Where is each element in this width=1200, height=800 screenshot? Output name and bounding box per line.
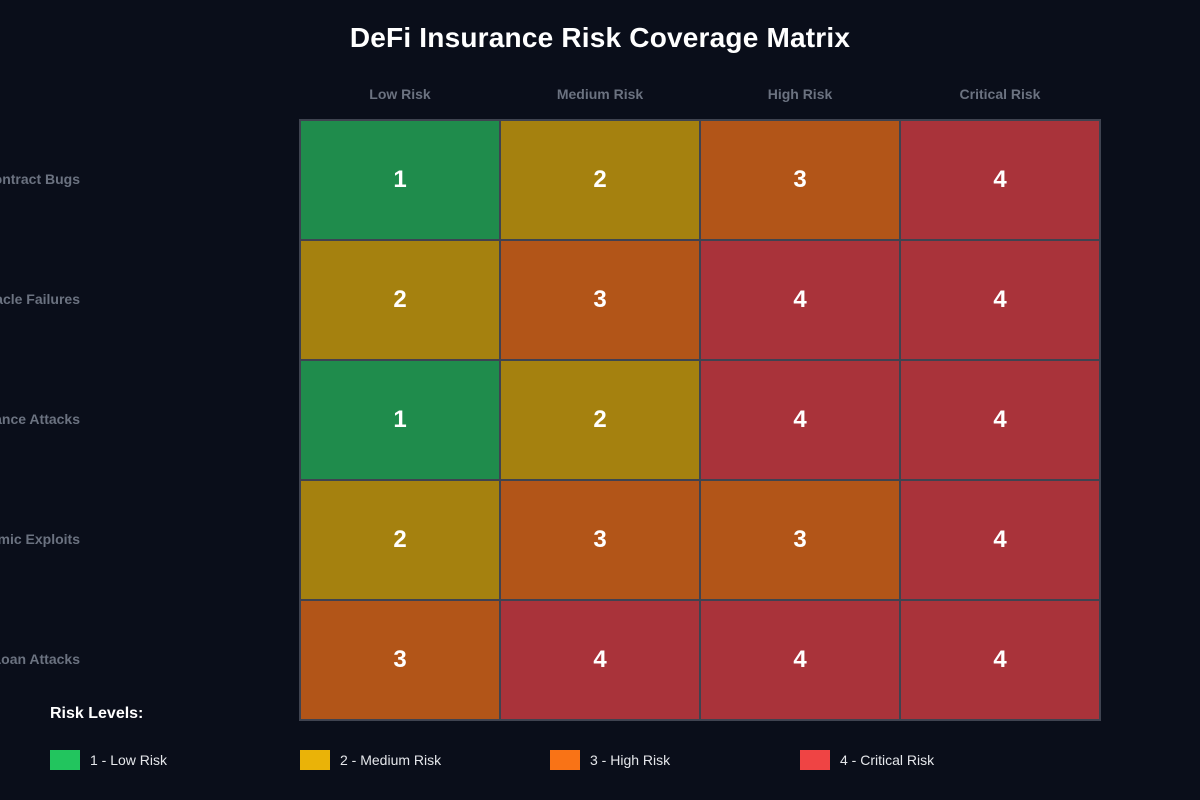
matrix-cell: 4: [901, 361, 1099, 479]
matrix-cell: 2: [301, 241, 499, 359]
matrix-cell: 2: [301, 481, 499, 599]
matrix-cell: 1: [301, 121, 499, 239]
chart-title: DeFi Insurance Risk Coverage Matrix: [349, 22, 851, 53]
matrix-cell: 3: [701, 481, 899, 599]
matrix-cell: 3: [701, 121, 899, 239]
legend-item: 4 - Critical Risk: [800, 750, 934, 770]
row-header: Economic Exploits: [0, 531, 80, 547]
legend-swatch: [300, 750, 330, 770]
legend-swatch: [800, 750, 830, 770]
matrix-cell: 4: [701, 601, 899, 719]
matrix-cell: 3: [301, 601, 499, 719]
row-header: Governance Attacks: [0, 411, 80, 427]
matrix-cell: 4: [501, 601, 699, 719]
matrix-cell: 3: [501, 481, 699, 599]
legend-item: 1 - Low Risk: [50, 750, 167, 770]
column-header: Medium Risk: [556, 86, 644, 102]
legend-swatch: [550, 750, 580, 770]
matrix-cell: 2: [501, 361, 699, 479]
legend-label: 2 - Medium Risk: [340, 752, 442, 768]
matrix-cell: 2: [501, 121, 699, 239]
matrix-cell: 4: [701, 241, 899, 359]
column-header: Low Risk: [369, 86, 431, 102]
matrix-cell: 4: [901, 241, 1099, 359]
legend-label: 3 - High Risk: [590, 752, 671, 768]
legend-title: Risk Levels:: [50, 705, 144, 722]
matrix-cell: 4: [901, 121, 1099, 239]
column-header: High Risk: [767, 86, 833, 102]
column-header: Critical Risk: [959, 86, 1041, 102]
matrix-cell: 1: [301, 361, 499, 479]
row-header: Flash Loan Attacks: [0, 651, 80, 667]
matrix-cell: 3: [501, 241, 699, 359]
row-header: Smart Contract Bugs: [0, 171, 80, 187]
legend-swatch: [50, 750, 80, 770]
row-header: Oracle Failures: [0, 291, 80, 307]
matrix-cell: 4: [901, 601, 1099, 719]
legend-item: 2 - Medium Risk: [300, 750, 441, 770]
matrix-cell: 4: [701, 361, 899, 479]
matrix-cell: 4: [901, 481, 1099, 599]
legend-label: 1 - Low Risk: [90, 752, 168, 768]
legend-item: 3 - High Risk: [550, 750, 670, 770]
legend-label: 4 - Critical Risk: [840, 752, 935, 768]
